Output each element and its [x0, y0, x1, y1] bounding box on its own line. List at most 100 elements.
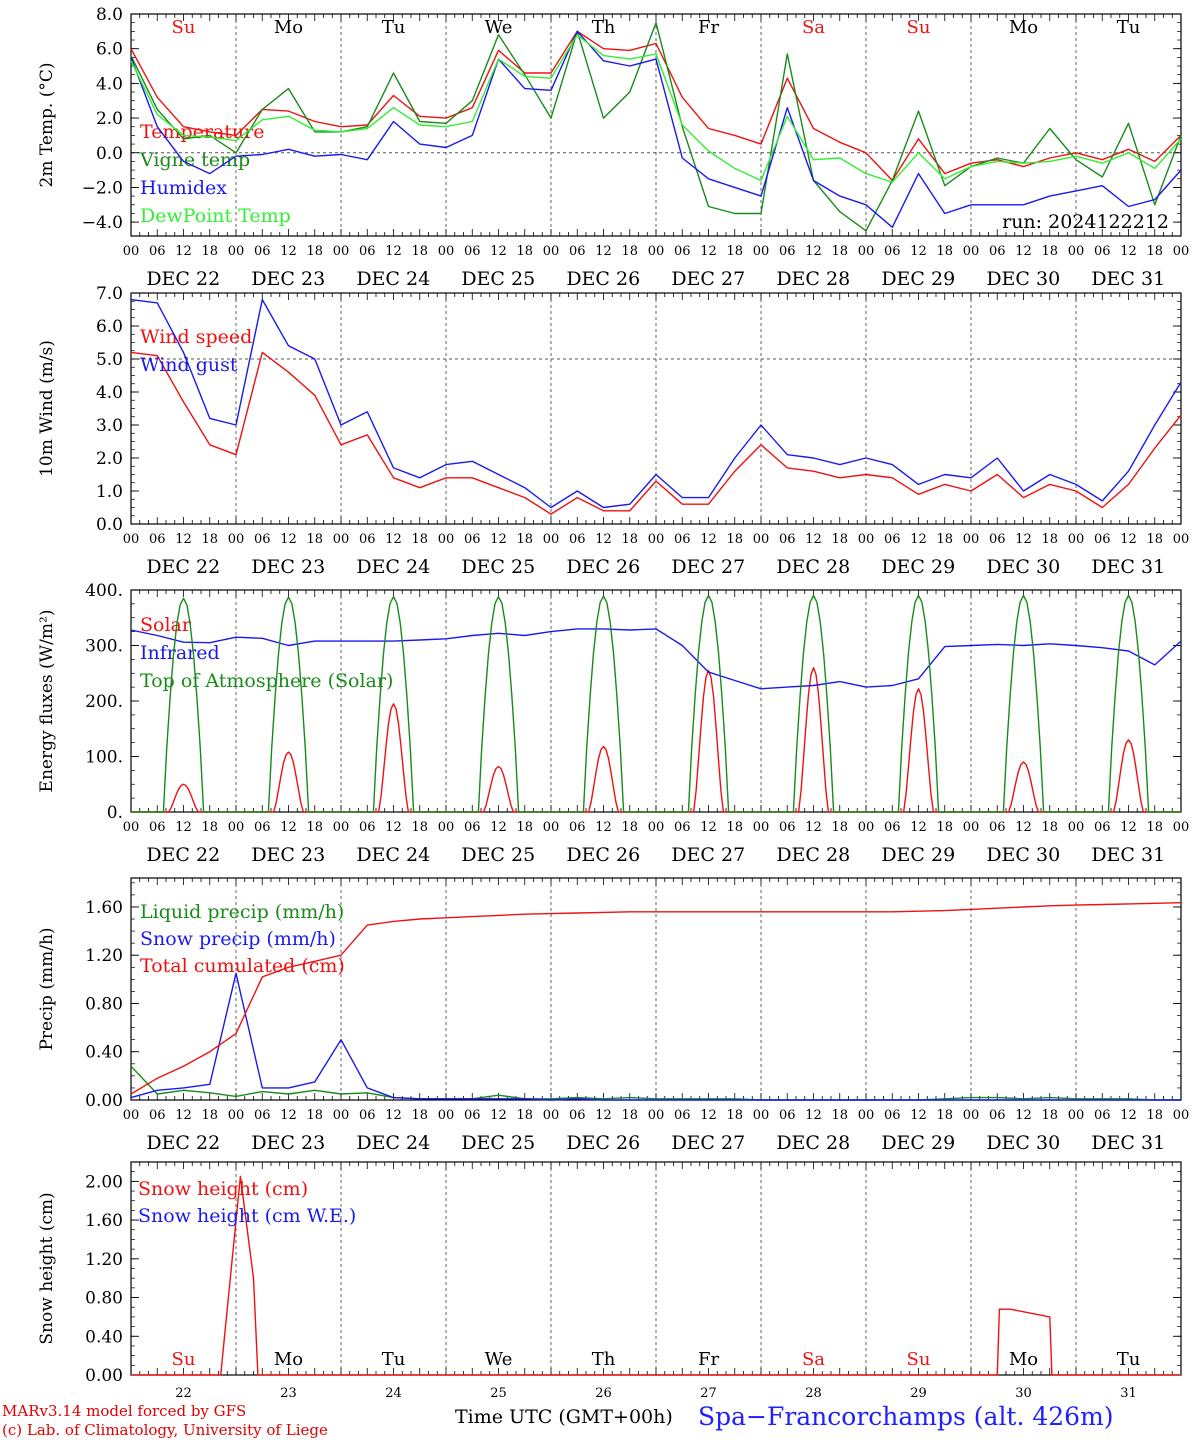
x-hour-label: 00: [753, 532, 770, 547]
legend-entry: Snow height (cm): [138, 1178, 308, 1200]
x-hour-label: 06: [464, 820, 481, 835]
y-axis-label: 2m Temp. (°C): [37, 62, 57, 187]
series-line-vigne-temp: [130, 22, 1182, 232]
x-hour-label: 12: [280, 1108, 297, 1123]
x-hour-label: 06: [464, 1108, 481, 1123]
x-hour-label: 12: [805, 1108, 822, 1123]
x-hour-label: 18: [306, 532, 323, 547]
x-hour-label: 00: [753, 820, 770, 835]
x-date-label: DEC 24: [356, 844, 430, 866]
legend-entry: Snow height (cm W.E.): [138, 1205, 356, 1227]
x-date-label: DEC 23: [251, 1132, 325, 1154]
x-hour-label: 12: [595, 532, 612, 547]
x-hour-label: 18: [621, 532, 638, 547]
y-tick-label: 300.: [85, 637, 123, 657]
station-name: Spa−Francorchamps (alt. 426m): [698, 1402, 1114, 1431]
x-hour-label: 12: [175, 1108, 192, 1123]
series-line-snow-height-cm-: [131, 1175, 1181, 1376]
x-hour-label: 06: [254, 1108, 271, 1123]
x-day-number: 23: [280, 1386, 297, 1401]
x-hour-label: 00: [1173, 820, 1190, 835]
x-hour-label: 00: [543, 820, 560, 835]
x-hour-label: 06: [464, 244, 481, 259]
weekday-label: Th: [592, 1349, 616, 1370]
legend-entry: Solar: [140, 614, 192, 636]
y-tick-label: 6.0: [96, 317, 123, 337]
x-hour-label: 12: [280, 532, 297, 547]
y-axis-label: Precip (mm/h): [37, 927, 57, 1050]
legend-entry: Snow precip (mm/h): [140, 928, 336, 950]
x-hour-label: 12: [175, 532, 192, 547]
x-hour-label: 06: [569, 1108, 586, 1123]
x-date-label: DEC 28: [776, 1132, 850, 1154]
x-date-label: DEC 22: [146, 556, 220, 578]
x-date-label: DEC 28: [776, 556, 850, 578]
x-hour-label: 00: [1173, 1108, 1190, 1123]
x-hour-label: 00: [1068, 532, 1085, 547]
x-hour-label: 12: [700, 1108, 717, 1123]
x-date-label: DEC 22: [146, 268, 220, 290]
model-credit-line-2: (c) Lab. of Climatology, University of L…: [2, 1421, 328, 1439]
y-tick-label: 0.0: [96, 515, 123, 535]
x-date-label: DEC 24: [356, 1132, 430, 1154]
legend-entry: Temperature: [140, 121, 264, 143]
x-day-number: 30: [1015, 1386, 1032, 1401]
x-hour-label: 18: [831, 820, 848, 835]
x-date-label: DEC 29: [881, 268, 955, 290]
series-line-top-of-atmosphere-solar-: [131, 594, 1181, 813]
x-hour-label: 18: [936, 1108, 953, 1123]
x-hour-label: 18: [516, 1108, 533, 1123]
x-hour-label: 00: [438, 820, 455, 835]
x-hour-label: 18: [621, 820, 638, 835]
x-date-label: DEC 31: [1091, 268, 1165, 290]
y-tick-label: 2.00: [85, 1172, 123, 1192]
legend-entry: Humidex: [140, 177, 227, 199]
x-hour-label: 18: [411, 1108, 428, 1123]
x-day-number: 26: [595, 1386, 612, 1401]
x-hour-label: 18: [306, 820, 323, 835]
x-hour-label: 18: [201, 244, 218, 259]
x-hour-label: 00: [123, 532, 140, 547]
y-tick-label: 0.: [107, 803, 123, 823]
series-line-wind-speed: [130, 351, 1182, 515]
x-hour-label: 00: [1068, 1108, 1085, 1123]
x-hour-label: 12: [385, 532, 402, 547]
x-hour-label: 06: [149, 1108, 166, 1123]
series-line-wind-gust: [130, 298, 1182, 509]
x-hour-label: 18: [411, 820, 428, 835]
x-hour-label: 18: [1146, 532, 1163, 547]
x-hour-label: 12: [595, 244, 612, 259]
x-hour-label: 18: [621, 244, 638, 259]
x-hour-label: 18: [201, 820, 218, 835]
x-hour-label: 00: [543, 532, 560, 547]
x-hour-label: 06: [989, 820, 1006, 835]
weekday-label: Tu: [382, 17, 406, 38]
x-hour-label: 00: [333, 820, 350, 835]
x-hour-label: 06: [464, 532, 481, 547]
x-date-label: DEC 25: [461, 1132, 535, 1154]
x-hour-label: 06: [359, 532, 376, 547]
x-hour-label: 00: [963, 820, 980, 835]
y-tick-label: 0.00: [85, 1366, 123, 1386]
y-tick-label: 0.80: [85, 994, 123, 1014]
x-hour-label: 18: [1146, 1108, 1163, 1123]
x-hour-label: 12: [385, 820, 402, 835]
x-hour-label: 06: [884, 244, 901, 259]
y-axis-label: Energy fluxes (W/m²): [37, 610, 57, 793]
y-tick-label: 4.0: [96, 383, 123, 403]
weekday-label: Fr: [698, 1349, 719, 1370]
x-hour-label: 00: [858, 244, 875, 259]
x-hour-label: 00: [963, 532, 980, 547]
x-hour-label: 00: [1068, 244, 1085, 259]
legend-entry: Infrared: [140, 642, 220, 664]
x-date-label: DEC 27: [671, 844, 745, 866]
series-line-infrared: [130, 628, 1182, 690]
x-hour-label: 12: [1015, 820, 1032, 835]
x-hour-label: 12: [1015, 244, 1032, 259]
x-hour-label: 06: [149, 820, 166, 835]
x-hour-label: 18: [1041, 1108, 1058, 1123]
legend-entry: Liquid precip (mm/h): [140, 901, 344, 923]
x-date-label: DEC 28: [776, 844, 850, 866]
x-hour-label: 00: [648, 244, 665, 259]
x-date-label: DEC 30: [986, 268, 1060, 290]
